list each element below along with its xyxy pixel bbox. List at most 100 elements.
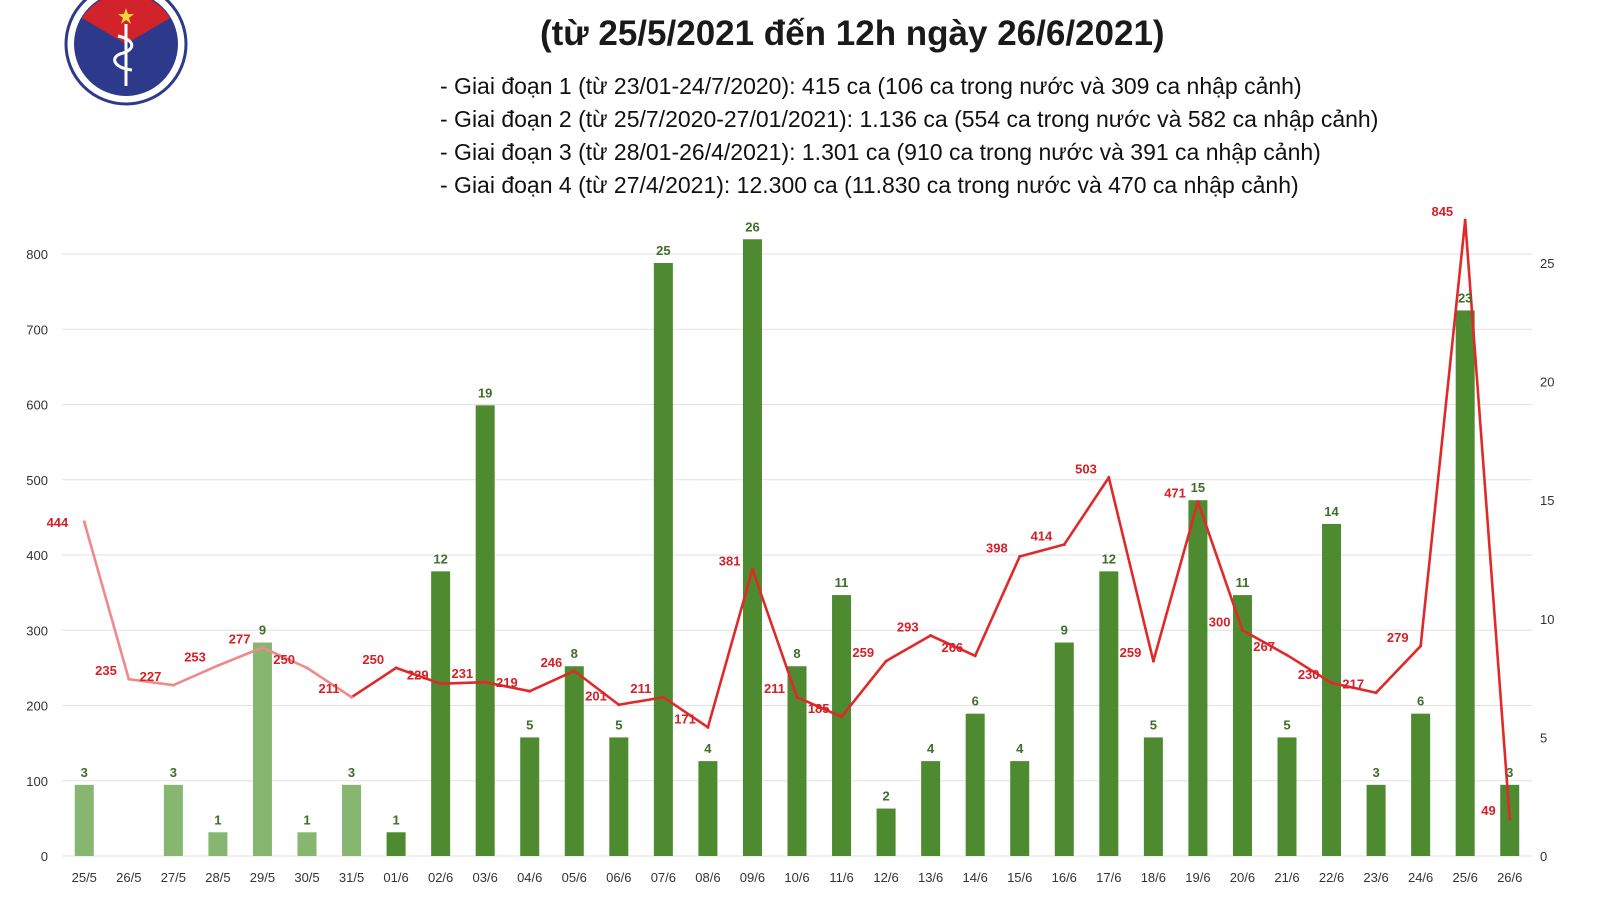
bar-label: 4 [927, 741, 935, 756]
bar-label: 5 [526, 717, 533, 732]
x-tick: 15/6 [1007, 870, 1032, 885]
line-segment [172, 664, 220, 687]
bar-label: 5 [615, 717, 622, 732]
x-tick: 25/5 [72, 870, 97, 885]
ministry-of-health-logo: MINISTRY OF HEALTH [64, 0, 188, 106]
bar-label: 11 [835, 575, 849, 590]
x-tick: 01/6 [383, 870, 408, 885]
x-tick: 23/6 [1363, 870, 1388, 885]
line-point [127, 677, 131, 681]
line-segment [1018, 543, 1066, 558]
bar-label: 14 [1324, 504, 1339, 519]
line-point [1419, 644, 1423, 648]
phase-notes: - Giai đoạn 1 (từ 23/01-24/7/2020): 415 … [440, 70, 1378, 202]
line-point [171, 683, 175, 687]
x-tick: 19/6 [1185, 870, 1210, 885]
line-label: 49 [1481, 803, 1495, 818]
bar-label: 1 [303, 812, 310, 827]
line-label: 398 [986, 541, 1008, 556]
y-right-tick: 15 [1540, 493, 1554, 508]
x-tick: 24/6 [1408, 870, 1433, 885]
phase-note-2: - Giai đoạn 2 (từ 25/7/2020-27/01/2021):… [440, 106, 1379, 132]
data-labels: 3 319131121958525426811246491251511514362… [47, 204, 1514, 827]
line-point [1151, 659, 1155, 663]
line-point [884, 659, 888, 663]
y-left-tick: 0 [41, 849, 48, 864]
bar [1099, 571, 1119, 856]
bar [832, 595, 852, 856]
bar-label: 5 [1283, 717, 1290, 732]
bar [520, 737, 540, 856]
line-label: 211 [630, 681, 651, 696]
line-point [706, 725, 710, 729]
y-left-tick: 100 [26, 774, 48, 789]
x-tick: 17/6 [1096, 870, 1121, 885]
line-segment [394, 666, 442, 685]
line-segment [706, 567, 754, 729]
x-tick: 27/5 [161, 870, 186, 885]
y-left-tick: 400 [26, 548, 48, 563]
line-label: 219 [496, 675, 518, 690]
line-point [1285, 653, 1289, 657]
bar-label: 3 [348, 765, 355, 780]
bar-label: 11 [1236, 575, 1250, 590]
line-point [840, 715, 844, 719]
line-point [572, 669, 576, 673]
y-left-tick: 800 [26, 247, 48, 262]
x-tick: 14/6 [963, 870, 988, 885]
x-tick: 07/6 [651, 870, 676, 885]
bar [698, 761, 718, 856]
bar-label: 15 [1191, 480, 1205, 495]
line-segment [1107, 476, 1155, 663]
line-segment [751, 567, 799, 699]
bar [1411, 713, 1431, 856]
line-point [929, 634, 933, 638]
line-label: 171 [674, 711, 696, 726]
x-tick: 06/6 [606, 870, 631, 885]
line-segment [261, 646, 309, 670]
line-point [439, 682, 443, 686]
line-segment [1241, 628, 1289, 657]
line-segment [483, 680, 532, 693]
line-segment [1196, 500, 1244, 632]
y-right-tick: 20 [1540, 375, 1554, 390]
y-right-tick: 10 [1540, 612, 1554, 627]
line-segment [528, 669, 576, 693]
line-label: 266 [941, 640, 963, 655]
bar [742, 239, 762, 856]
line-label: 227 [140, 669, 162, 684]
x-tick: 12/6 [873, 870, 898, 885]
bar-series [74, 239, 1520, 856]
line-point [216, 664, 220, 668]
bar-label: 3 [170, 765, 177, 780]
bar-label: 9 [1061, 623, 1068, 638]
line-segment [795, 695, 843, 719]
line-point [973, 654, 977, 658]
x-tick: 05/6 [562, 870, 587, 885]
x-tick: 26/5 [116, 870, 141, 885]
y-left-tick: 200 [26, 699, 48, 714]
line-segment [1285, 653, 1333, 685]
bar [965, 713, 985, 856]
bar [431, 571, 451, 856]
line-point [617, 703, 621, 707]
line-point [1508, 817, 1512, 821]
line-segment [1062, 476, 1111, 546]
line-point [1107, 475, 1111, 479]
line-label: 259 [852, 645, 874, 660]
bar-label: 8 [793, 646, 800, 661]
y-left-tick: 500 [26, 473, 48, 488]
line-point [305, 666, 309, 670]
line-segment [305, 666, 353, 699]
line-point [750, 567, 754, 571]
line-point [1196, 500, 1200, 504]
x-tick: 03/6 [473, 870, 498, 885]
bar-label: 6 [1417, 694, 1424, 709]
x-tick: 10/6 [784, 870, 809, 885]
line-segment [350, 666, 398, 699]
bar-label: 8 [571, 646, 578, 661]
line-segment [1152, 500, 1200, 663]
line-label: 185 [808, 701, 830, 716]
y-left-tick: 600 [26, 398, 48, 413]
